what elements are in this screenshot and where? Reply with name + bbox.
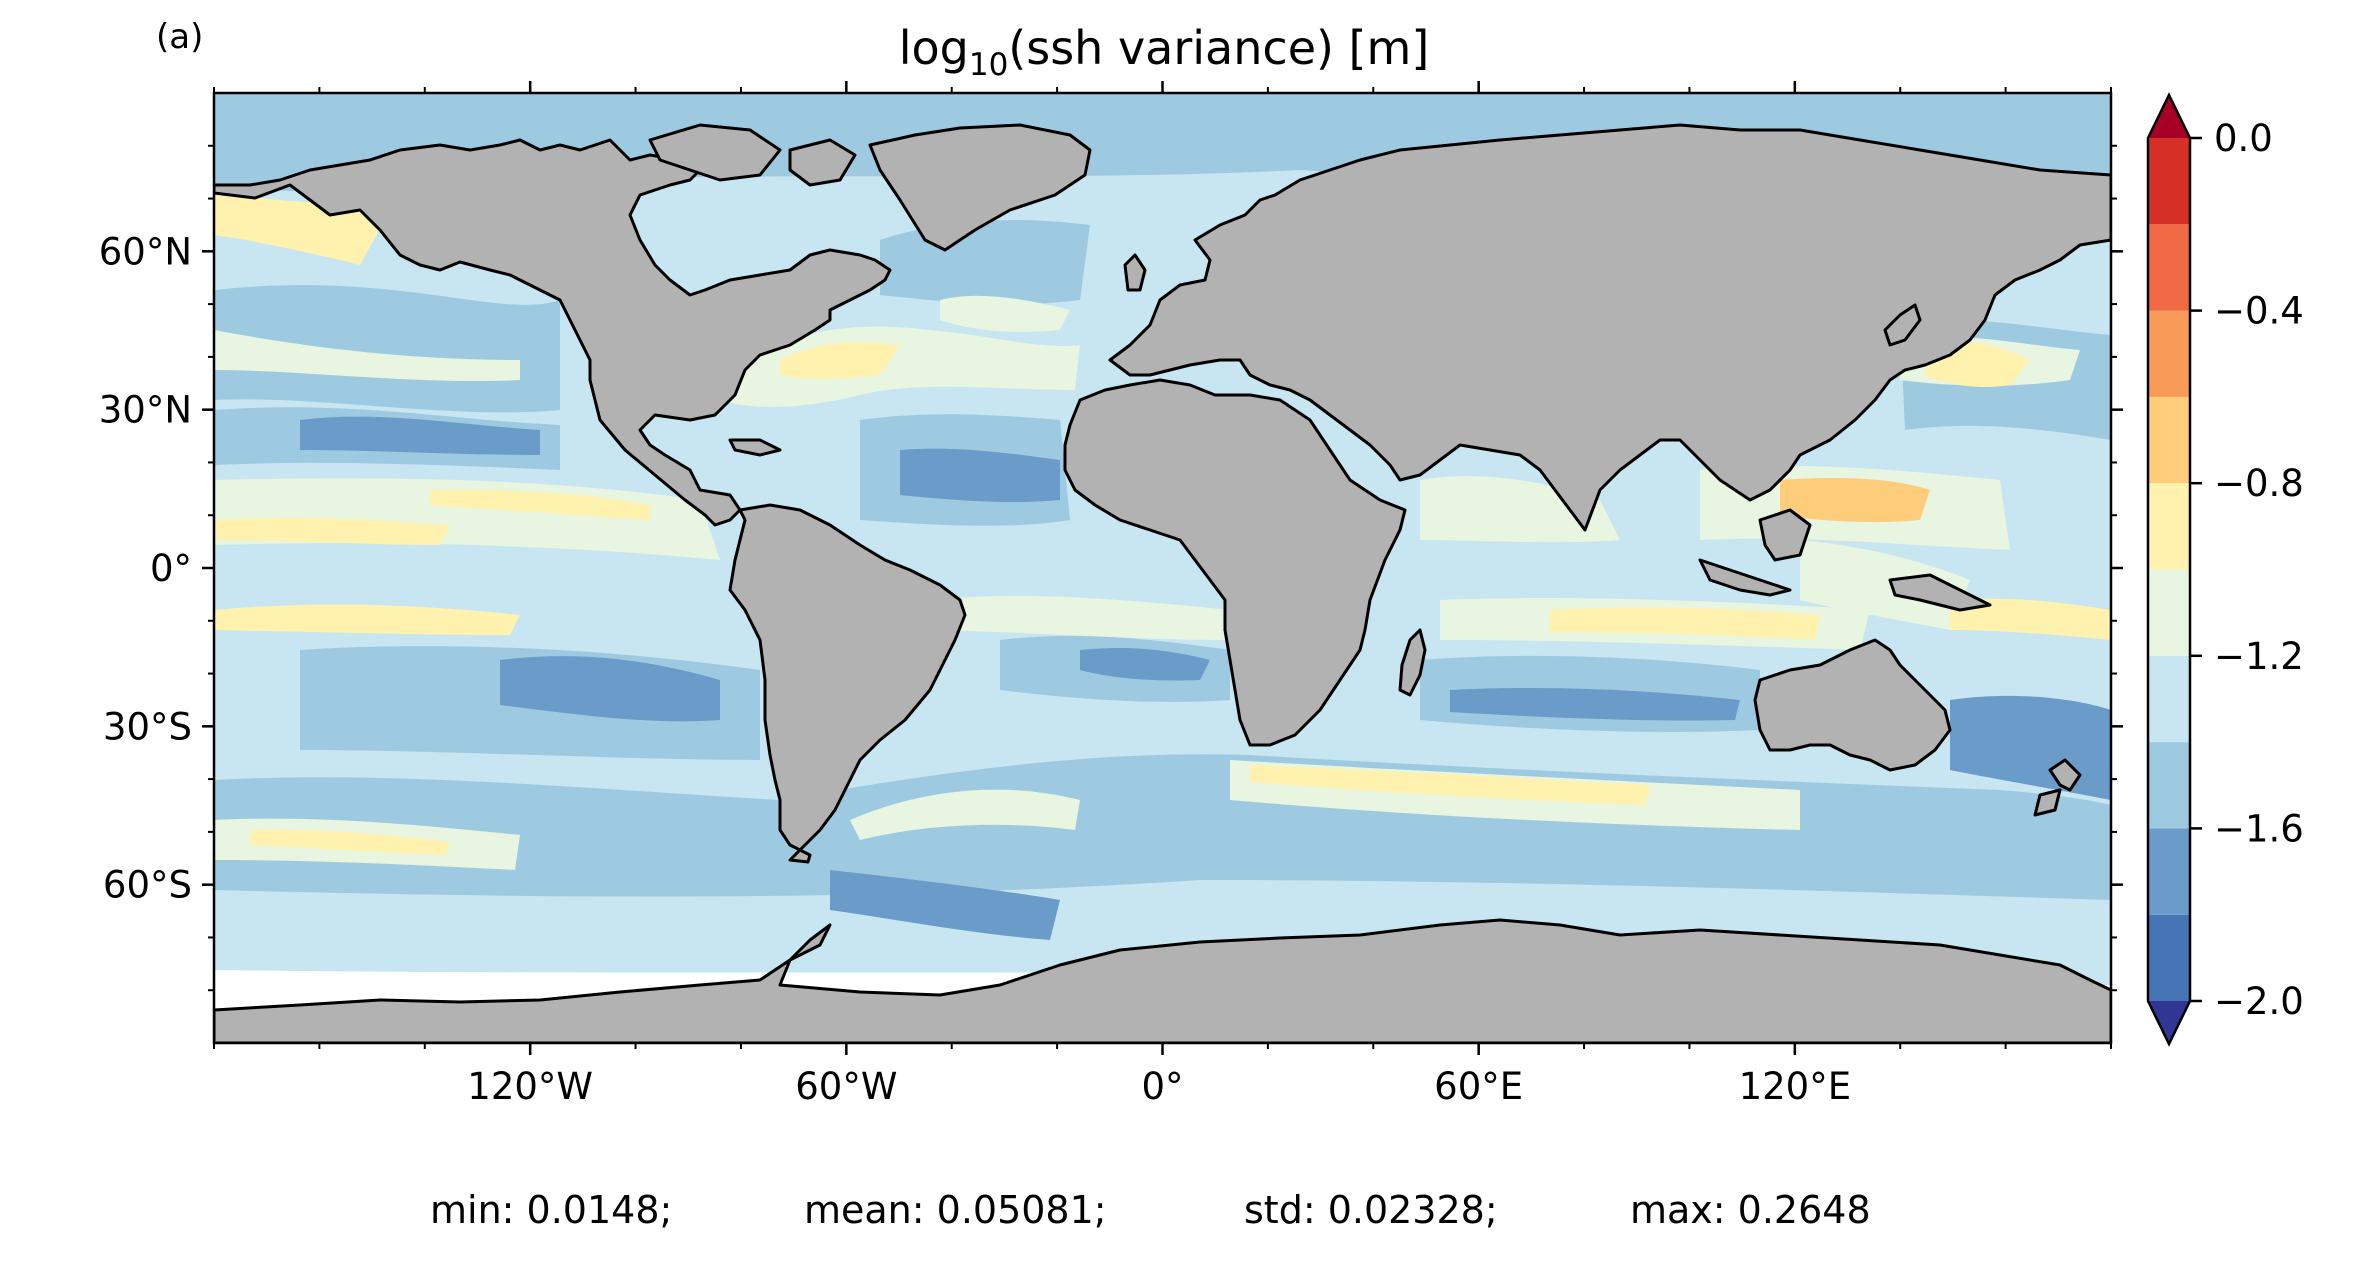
colorbar-extend-over xyxy=(2148,95,2190,138)
stat-max: max: 0.2648 xyxy=(1630,1188,1871,1232)
x-major-ticks xyxy=(528,81,1797,1055)
land-australia xyxy=(1753,638,1952,772)
field-band xyxy=(1550,607,1820,640)
land-europe-asia xyxy=(1108,123,2111,532)
colorbar-segment xyxy=(2148,224,2190,311)
colorbar-tick-label: −1.2 xyxy=(2214,635,2304,678)
stat-min: min: 0.0148; xyxy=(430,1188,673,1232)
field-band xyxy=(720,326,1080,407)
chart-title: log10(ssh variance) [m] xyxy=(899,21,1430,83)
land-greenland xyxy=(868,123,1092,252)
colorbar-segment xyxy=(2148,483,2190,570)
colorbar-segment xyxy=(2148,655,2190,743)
colorbar-extend-under xyxy=(2148,1001,2190,1044)
land-antarctica xyxy=(214,918,2111,1043)
x-tick-label: 120°E xyxy=(1739,1065,1852,1108)
colorbar-segment xyxy=(2148,396,2190,484)
land-indonesia xyxy=(1758,508,1812,562)
field-band xyxy=(850,789,1080,840)
x-tick-label: 60°W xyxy=(795,1065,897,1108)
land-caribbean xyxy=(728,438,782,457)
x-tick-label: 60°E xyxy=(1434,1065,1523,1108)
field-band xyxy=(830,870,1060,940)
land-madagascar xyxy=(1398,628,1427,697)
land-uk xyxy=(1123,253,1147,292)
colorbar-segment xyxy=(2148,138,2190,225)
colorbar: 0.0 −0.4 −0.8 −1.2 −1.6 −2.0 xyxy=(2146,92,2304,1047)
land-canada-islands xyxy=(788,138,857,187)
land-south-america xyxy=(728,503,967,864)
colorbar-tick-label: −0.8 xyxy=(2214,462,2304,505)
field-band xyxy=(780,342,900,379)
y-tick-label: 0° xyxy=(150,547,192,590)
x-tick-label: 0° xyxy=(1141,1065,1183,1108)
colorbar-tick-label: −1.6 xyxy=(2214,807,2304,850)
field-band xyxy=(1080,648,1210,681)
field-band xyxy=(430,489,650,520)
y-tick-label: 30°N xyxy=(99,389,192,432)
land-masses xyxy=(214,123,2111,1043)
field-band xyxy=(1450,688,1740,721)
field-band xyxy=(300,416,540,455)
field-band xyxy=(1950,598,2111,640)
colorbar-tick-label: 0.0 xyxy=(2214,117,2273,160)
field-band xyxy=(900,448,1060,503)
colorbar-segment xyxy=(2148,828,2190,915)
land-africa xyxy=(1063,378,1407,747)
colorbar-tick-label: −2.0 xyxy=(2214,980,2304,1023)
field-band xyxy=(214,330,520,382)
land-north-america xyxy=(214,138,892,527)
stat-mean: mean: 0.05081; xyxy=(804,1188,1107,1232)
y-tick-label: 60°S xyxy=(103,864,192,907)
land-canada-islands xyxy=(648,123,782,182)
field-band xyxy=(214,604,520,635)
land-indonesia xyxy=(1698,558,1792,597)
field-band xyxy=(930,595,1230,640)
colorbar-segment xyxy=(2148,310,2190,397)
land-new-guinea xyxy=(1888,573,1992,612)
stats-line: min: 0.0148; mean: 0.05081; std: 0.02328… xyxy=(0,1188,2362,1248)
y-tick-labels: 60°N 30°N 0° 30°S 60°S xyxy=(99,230,192,906)
y-tick-label: 60°N xyxy=(99,230,192,273)
field-band xyxy=(250,829,450,855)
field-band xyxy=(1780,478,1930,523)
x-tick-labels: 120°W 60°W 0° 60°E 120°E xyxy=(467,1065,1851,1108)
land-new-zealand xyxy=(2033,788,2062,817)
field-band xyxy=(940,295,1070,332)
field-band xyxy=(500,656,720,722)
colorbar-segment xyxy=(2148,914,2190,1001)
stat-std: std: 0.02328; xyxy=(1244,1188,1498,1232)
field-band xyxy=(880,220,1090,305)
field-band xyxy=(214,517,450,545)
field-band xyxy=(1250,765,1650,805)
field-band xyxy=(1800,540,1970,630)
y-major-ticks xyxy=(202,250,2123,886)
map-area xyxy=(214,93,2111,1043)
colorbar-segment xyxy=(2148,569,2190,656)
panel-label: (a) xyxy=(156,17,203,57)
y-tick-label: 30°S xyxy=(103,705,192,748)
land-japan xyxy=(1883,303,1922,347)
land-new-zealand xyxy=(2048,758,2082,792)
x-tick-label: 120°W xyxy=(467,1065,593,1108)
colorbar-tick-label: −0.4 xyxy=(2214,290,2304,333)
colorbar-segment xyxy=(2148,742,2190,829)
